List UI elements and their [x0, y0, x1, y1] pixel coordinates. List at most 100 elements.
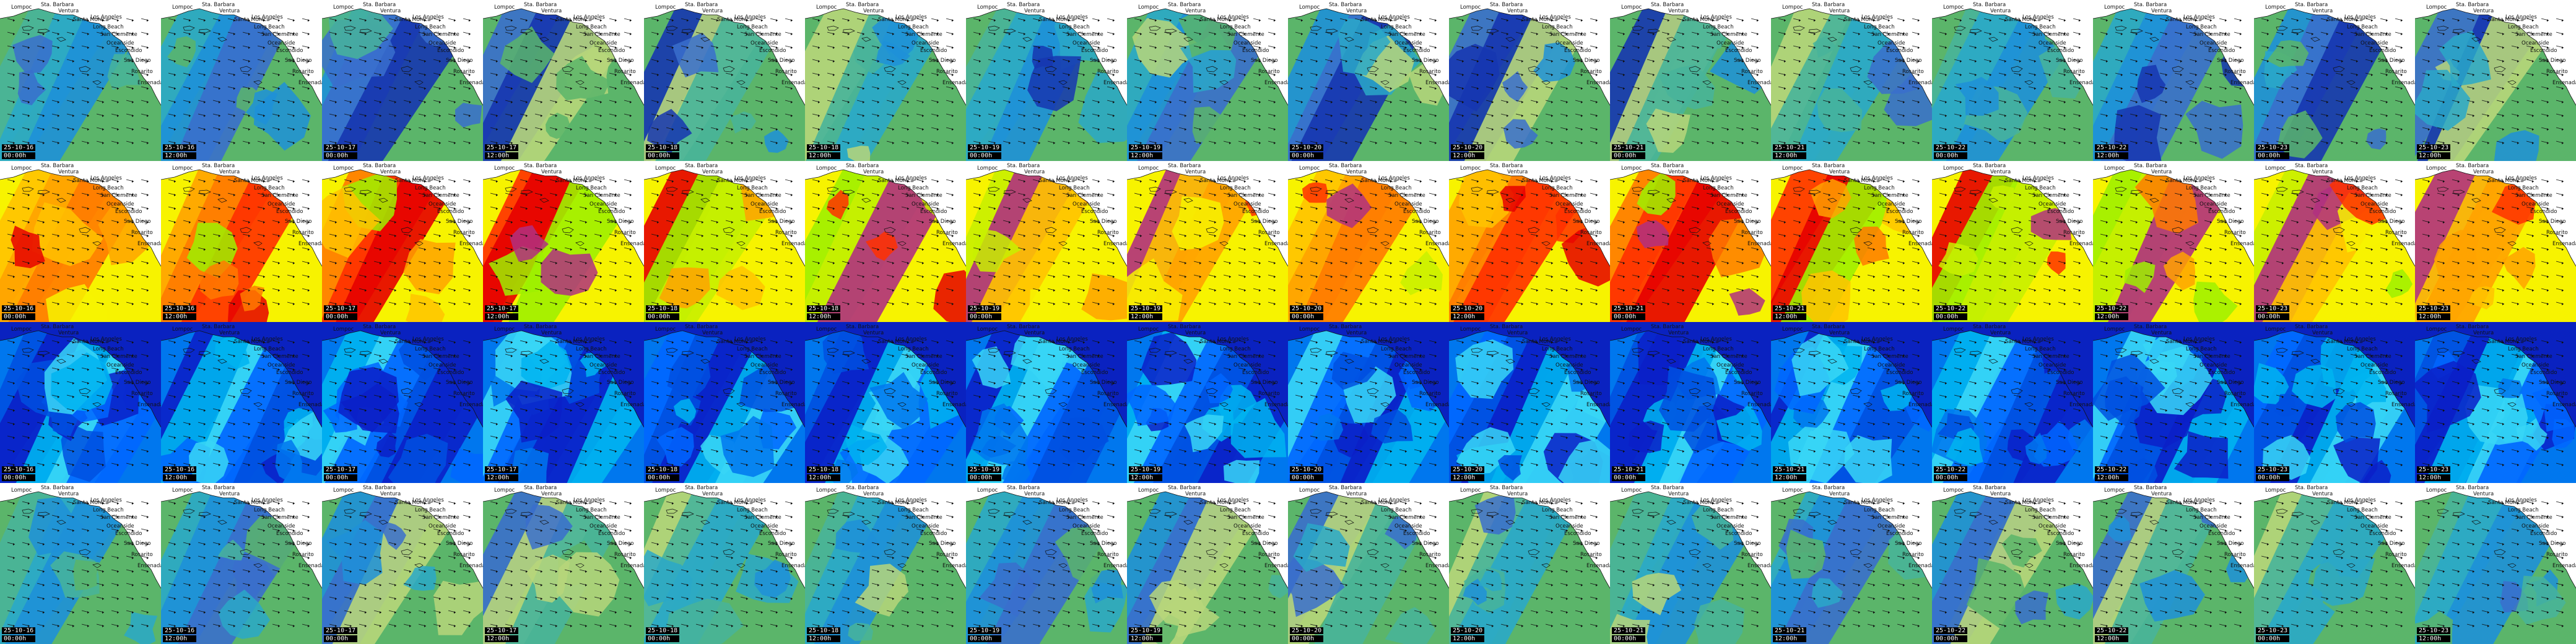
place-label: Ensenada [298, 241, 322, 247]
place-label: Oceanside [2361, 362, 2388, 368]
place-label: Santa Monica [717, 339, 752, 345]
map-tile[interactable]: Lompoc Sta. Barbara Ventura Santa Monica Los… [1127, 483, 1288, 644]
map-tile[interactable]: Lompoc Sta. Barbara Ventura Santa Monica Los… [966, 483, 1127, 644]
map-tile[interactable]: Lompoc Sta. Barbara Ventura Santa Monica Los… [0, 0, 161, 161]
map-tile[interactable]: Lompoc Sta. Barbara Ventura Santa Monica Los… [1610, 483, 1771, 644]
map-tile[interactable]: Lompoc Sta. Barbara Ventura Santa Monica Los… [2254, 322, 2415, 483]
map-tile[interactable]: Lompoc Sta. Barbara Ventura Santa Monica Los… [2093, 0, 2254, 161]
map-tile[interactable]: Lompoc Sta. Barbara Ventura Santa Monica Los… [2415, 161, 2576, 322]
map-tile[interactable]: Lompoc Sta. Barbara Ventura Santa Monica Los… [1932, 483, 2093, 644]
map-tile[interactable]: Lompoc Sta. Barbara Ventura Santa Monica Los… [2254, 161, 2415, 322]
place-label: Ensenada [459, 402, 483, 408]
place-label: Santa Monica [1361, 500, 1396, 506]
map-tile[interactable]: Lompoc Sta. Barbara Ventura Santa Monica Los… [2093, 161, 2254, 322]
map-tile[interactable]: Lompoc Sta. Barbara Ventura Santa Monica Los… [1932, 0, 2093, 161]
place-label: Ensenada [781, 402, 805, 408]
map-tile[interactable]: Lompoc Sta. Barbara Ventura Santa Monica Los… [644, 322, 805, 483]
map-tile[interactable]: Lompoc Sta. Barbara Ventura Santa Monica Los… [161, 0, 322, 161]
map-tile[interactable]: Lompoc Sta. Barbara Ventura Santa Monica Los… [805, 0, 966, 161]
map-tile[interactable]: Lompoc Sta. Barbara Ventura Santa Monica Los… [0, 483, 161, 644]
place-label: Los Angeles [1539, 497, 1571, 503]
map-tile[interactable]: Lompoc Sta. Barbara Ventura Santa Monica Los… [1127, 322, 1288, 483]
map-tile[interactable]: Lompoc Sta. Barbara Ventura Santa Monica Los… [805, 322, 966, 483]
place-label: Escondido [115, 48, 142, 54]
map-tile[interactable]: Lompoc Sta. Barbara Ventura Santa Monica Los… [161, 483, 322, 644]
place-label: Ventura [219, 169, 240, 175]
map-tile[interactable]: Lompoc Sta. Barbara Ventura Santa Monica Los… [1449, 322, 1610, 483]
map-tile[interactable]: Lompoc Sta. Barbara Ventura Santa Monica Los… [966, 0, 1127, 161]
place-label: Ventura [1507, 330, 1528, 336]
place-label: Sta. Barbara [363, 2, 396, 8]
map-tile[interactable]: Lompoc Sta. Barbara Ventura Santa Monica Los… [483, 322, 644, 483]
place-label: Lompoc [1299, 326, 1320, 333]
map-tile[interactable]: Lompoc Sta. Barbara Ventura Santa Monica Los… [2093, 483, 2254, 644]
map-tile[interactable]: Lompoc Sta. Barbara Ventura Santa Monica Los… [161, 322, 322, 483]
place-label: Long Beach [2508, 24, 2539, 30]
place-label: Santa Monica [73, 17, 108, 23]
map-tile[interactable]: Lompoc Sta. Barbara Ventura Santa Monica Los… [322, 161, 483, 322]
map-tile[interactable]: Lompoc Sta. Barbara Ventura Santa Monica Los… [1771, 0, 1932, 161]
place-label: San Diego [285, 541, 311, 547]
place-label: Los Angeles [251, 336, 283, 342]
map-tile[interactable]: Lompoc Sta. Barbara Ventura Santa Monica Los… [161, 161, 322, 322]
map-tile[interactable]: Lompoc Sta. Barbara Ventura Santa Monica Los… [0, 161, 161, 322]
map-tile[interactable]: Lompoc Sta. Barbara Ventura Santa Monica Los… [483, 0, 644, 161]
place-label: Ventura [219, 8, 240, 14]
map-tile[interactable]: Lompoc Sta. Barbara Ventura Santa Monica Los… [322, 322, 483, 483]
map-tile[interactable]: Lompoc Sta. Barbara Ventura Santa Monica Los… [1288, 483, 1449, 644]
map-tile[interactable]: Lompoc Sta. Barbara Ventura Santa Monica Los… [1288, 161, 1449, 322]
map-tile[interactable]: Lompoc Sta. Barbara Ventura Santa Monica Los… [2093, 322, 2254, 483]
place-label: Los Angeles [2183, 175, 2215, 181]
map-tile[interactable]: Lompoc Sta. Barbara Ventura Santa Monica Los… [1449, 161, 1610, 322]
map-tile[interactable]: Lompoc Sta. Barbara Ventura Santa Monica Los… [2415, 0, 2576, 161]
map-tile[interactable]: Lompoc Sta. Barbara Ventura Santa Monica Los… [1449, 0, 1610, 161]
map-tile[interactable]: Lompoc Sta. Barbara Ventura Santa Monica Los… [1288, 322, 1449, 483]
map-tile[interactable]: Lompoc Sta. Barbara Ventura Santa Monica Los… [1932, 322, 2093, 483]
map-tile[interactable]: Lompoc Sta. Barbara Ventura Santa Monica Los… [2415, 483, 2576, 644]
place-label: Ventura [219, 330, 240, 336]
map-tile[interactable]: Lompoc Sta. Barbara Ventura Santa Monica Los… [1610, 0, 1771, 161]
place-label: San Diego [1734, 219, 1760, 225]
map-tile[interactable]: Lompoc Sta. Barbara Ventura Santa Monica Los… [483, 161, 644, 322]
map-tile[interactable]: Lompoc Sta. Barbara Ventura Santa Monica Los… [644, 0, 805, 161]
map-tile[interactable]: Lompoc Sta. Barbara Ventura Santa Monica Los… [1127, 161, 1288, 322]
map-tile[interactable]: Lompoc Sta. Barbara Ventura Santa Monica Los… [322, 483, 483, 644]
map-tile[interactable]: Lompoc Sta. Barbara Ventura Santa Monica Los… [1449, 483, 1610, 644]
map-tile[interactable]: Lompoc Sta. Barbara Ventura Santa Monica Los… [0, 322, 161, 483]
map-tile[interactable]: Lompoc Sta. Barbara Ventura Santa Monica Los… [966, 161, 1127, 322]
map-tile[interactable]: Lompoc Sta. Barbara Ventura Santa Monica Los… [2254, 483, 2415, 644]
map-tile[interactable]: Lompoc Sta. Barbara Ventura Santa Monica Los… [1771, 161, 1932, 322]
map-tile[interactable]: Lompoc Sta. Barbara Ventura Santa Monica Los… [1288, 0, 1449, 161]
map-tile[interactable]: Lompoc Sta. Barbara Ventura Santa Monica Los… [805, 483, 966, 644]
place-label: Rosarito [1258, 552, 1280, 558]
map-tile[interactable]: Lompoc Sta. Barbara Ventura Santa Monica Los… [805, 161, 966, 322]
map-tile[interactable]: Lompoc Sta. Barbara Ventura Santa Monica Los… [1127, 0, 1288, 161]
map-tile[interactable]: Lompoc Sta. Barbara Ventura Santa Monica Los… [2415, 322, 2576, 483]
map-tile[interactable]: Lompoc Sta. Barbara Ventura Santa Monica Los… [644, 161, 805, 322]
map-tile[interactable]: Lompoc Sta. Barbara Ventura Santa Monica Los… [644, 483, 805, 644]
map-tile[interactable]: Lompoc Sta. Barbara Ventura Santa Monica Los… [1932, 161, 2093, 322]
place-label: San Diego [2539, 219, 2565, 225]
place-label: Lompoc [816, 487, 837, 494]
place-label: Los Angeles [2505, 14, 2537, 20]
place-label: Escondido [2047, 370, 2074, 376]
map-tile[interactable]: Lompoc Sta. Barbara Ventura Santa Monica Los… [2254, 0, 2415, 161]
map-tile[interactable]: Lompoc Sta. Barbara Ventura Santa Monica Los… [483, 483, 644, 644]
place-label: San Clemente [905, 32, 942, 38]
place-label: Sta. Barbara [1812, 485, 1845, 491]
map-tile[interactable]: Lompoc Sta. Barbara Ventura Santa Monica Los… [1771, 322, 1932, 483]
place-label: Santa Monica [1361, 339, 1396, 345]
place-label: Long Beach [2186, 185, 2217, 191]
place-label: Santa Monica [1522, 339, 1557, 345]
map-tile[interactable]: Lompoc Sta. Barbara Ventura Santa Monica Los… [966, 322, 1127, 483]
map-tile[interactable]: Lompoc Sta. Barbara Ventura Santa Monica Los… [1610, 322, 1771, 483]
place-label: Santa Monica [2327, 178, 2362, 184]
place-label: Oceanside [751, 523, 778, 529]
map-tile[interactable]: Lompoc Sta. Barbara Ventura Santa Monica Los… [322, 0, 483, 161]
map-tile[interactable]: Lompoc Sta. Barbara Ventura Santa Monica Los… [1610, 161, 1771, 322]
map-tile[interactable]: Lompoc Sta. Barbara Ventura Santa Monica Los… [1771, 483, 1932, 644]
